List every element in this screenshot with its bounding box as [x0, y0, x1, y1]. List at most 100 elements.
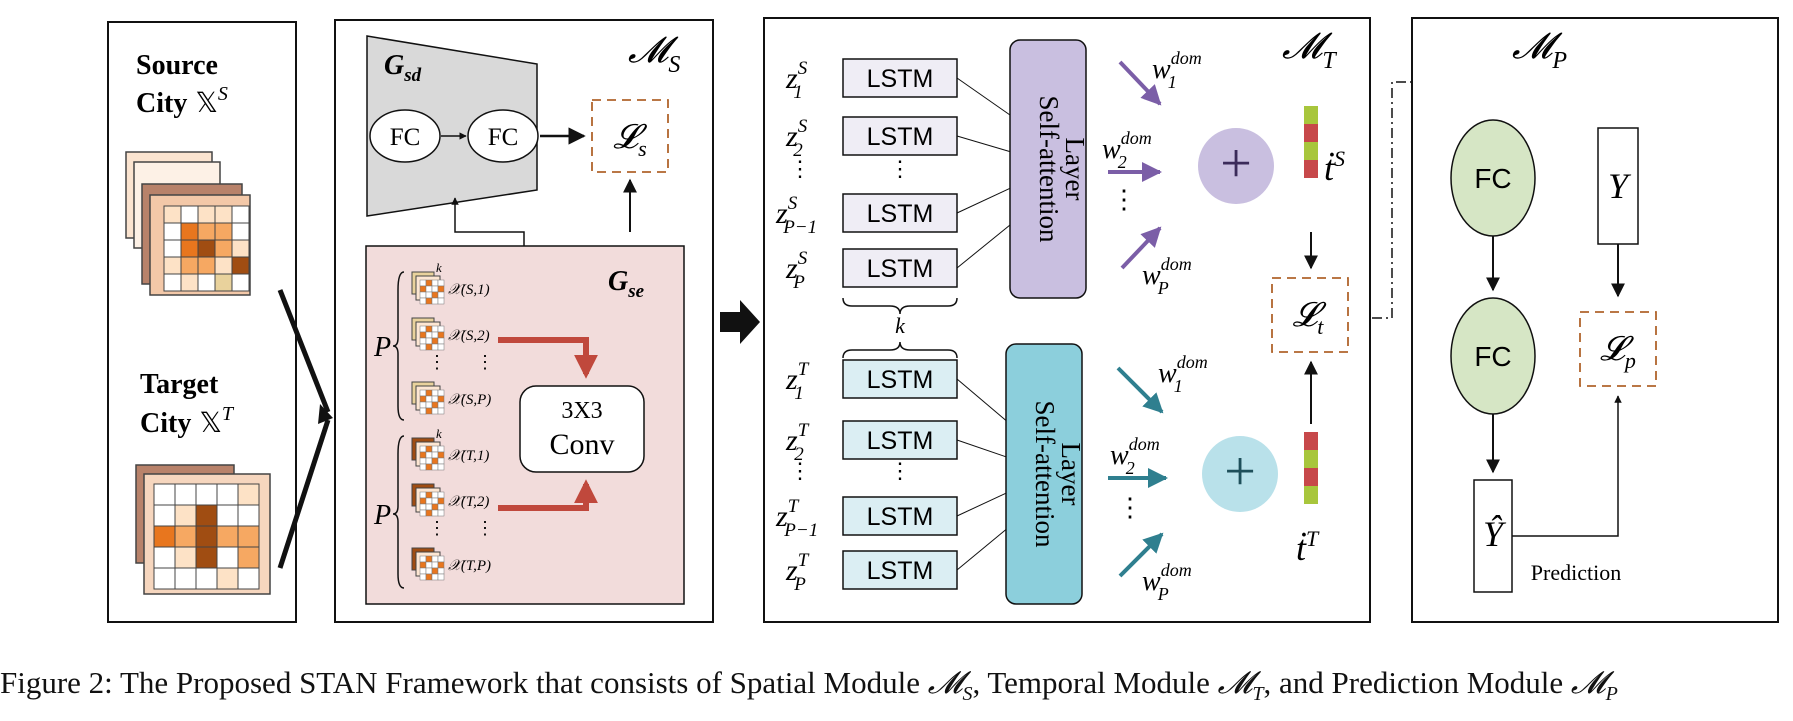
patch-cell [425, 331, 433, 339]
patch-cell [419, 395, 427, 403]
patch-cell [437, 279, 445, 287]
target-brace [392, 435, 405, 589]
target-input-label: zT 2 [785, 420, 810, 465]
lstm-vdots: ⋮ [889, 458, 911, 483]
source-weight2-label: wdom 2 [1102, 128, 1152, 172]
heatmap-cell [216, 546, 239, 569]
heatmap-cell [237, 525, 260, 548]
target-weight1-label: wdom 1 [1158, 352, 1208, 396]
patch-cell [419, 285, 427, 293]
patch-cell [419, 407, 427, 415]
heatmap-cell [231, 239, 250, 258]
patch-cell [425, 509, 433, 517]
heatmap-cell [197, 205, 216, 224]
heatmap-cell [216, 525, 239, 548]
patch-cell [425, 561, 433, 569]
patch-cell [431, 497, 439, 505]
source-lstm-label: LSTM [867, 65, 934, 93]
patch-cell [425, 463, 433, 471]
patch-cell [431, 325, 439, 333]
heatmap-cell [153, 567, 176, 590]
patch-vdots: ⋮ [476, 518, 494, 538]
arrowhead-icon [318, 404, 333, 424]
heatmap-cell [195, 525, 218, 548]
patch-cell [437, 407, 445, 415]
heatmap-cell [231, 256, 250, 275]
patch-cell [437, 325, 445, 333]
source-weightP-label: wdom P [1142, 254, 1192, 298]
spatial-loss-label: 𝓛s [613, 119, 647, 161]
caption-mt: 𝓜 [1217, 665, 1253, 700]
patch-cell [419, 297, 427, 305]
patch-label: 𝒳(S,P) [448, 392, 491, 408]
patch-label: 𝒳(S,1) [448, 282, 490, 298]
patch-cell [425, 291, 433, 299]
heatmap-cell [153, 525, 176, 548]
target-sum-symbol: + [1224, 441, 1256, 503]
patch-cell [437, 509, 445, 517]
heatmap-cell [153, 483, 176, 506]
target-p-label: P [373, 500, 391, 531]
target-lstm-to-attention-line [956, 378, 1007, 421]
patch-cell [419, 325, 427, 333]
source-city-label-line1: Source [136, 50, 218, 81]
source-attention-label-line1: Self-attention [1034, 96, 1064, 243]
prediction-output-box [1473, 479, 1513, 593]
heatmap-cell [174, 483, 197, 506]
caption-ms: 𝓜 [927, 665, 963, 700]
caption-mp: 𝓜 [1570, 665, 1606, 700]
source-city-label-line2: City 𝕏S [136, 83, 228, 119]
patch-cell [425, 337, 433, 345]
target-output-vector [1304, 432, 1318, 504]
ground-truth-label: Y [1608, 166, 1632, 206]
patch-cell [425, 491, 433, 499]
target-attention-layer [1005, 343, 1083, 605]
heatmap-cell [195, 483, 218, 506]
patch-vdots: ⋮ [428, 518, 446, 538]
heatmap-cell [195, 567, 218, 590]
source-sum-symbol: + [1220, 133, 1252, 195]
target-weight1-arrow [1116, 366, 1164, 414]
patch-cell [437, 389, 445, 397]
target-attention-label-line1: Self-attention [1030, 401, 1060, 548]
patch-cell [431, 491, 439, 499]
conv-label-line1: 3X3 [561, 398, 602, 424]
heatmap-cell [163, 239, 182, 258]
caption-mid1: , Temporal Module [972, 665, 1218, 700]
target-weightP-arrow [1118, 532, 1164, 578]
heatmap-cell [197, 256, 216, 275]
input-panel: Source City 𝕏S Target City 𝕏T [107, 21, 297, 623]
heatmap-cell [180, 256, 199, 275]
heatmap-cell [195, 504, 218, 527]
patch-cell [431, 279, 439, 287]
patch-cell [419, 561, 427, 569]
patch-cell [425, 285, 433, 293]
heatmap-cell [174, 567, 197, 590]
patch-cell [431, 503, 439, 511]
target-lstm-to-attention-line [956, 529, 1007, 571]
target-city-label-line1: Target [140, 369, 219, 400]
encoder-to-decoder-arrow [451, 197, 525, 246]
patch-cell [419, 291, 427, 299]
heatmap-cell [237, 504, 260, 527]
patch-cell [437, 561, 445, 569]
patch-cell [419, 567, 427, 575]
target-input-label: zT P [785, 550, 810, 595]
caption-mt-sub: T [1252, 683, 1264, 706]
prediction-output-label: Ŷ [1483, 514, 1507, 554]
heatmap-cell [153, 504, 176, 527]
target-lstm-to-attention-line [956, 439, 1007, 458]
k-brace-upper [842, 297, 958, 315]
patch-cell [431, 331, 439, 339]
patch-cell [437, 337, 445, 345]
patch-cell [425, 567, 433, 575]
source-sum-node [1198, 128, 1274, 204]
target-weight-vdots: ⋮ [1117, 493, 1143, 522]
source-lstm-label: LSTM [867, 255, 934, 283]
patch-cell [419, 463, 427, 471]
patch-cell [431, 445, 439, 453]
patch-cell [431, 291, 439, 299]
lstm-vdots: ⋮ [789, 458, 811, 483]
target-lstm-cell [842, 550, 958, 590]
patch-cell [425, 297, 433, 305]
